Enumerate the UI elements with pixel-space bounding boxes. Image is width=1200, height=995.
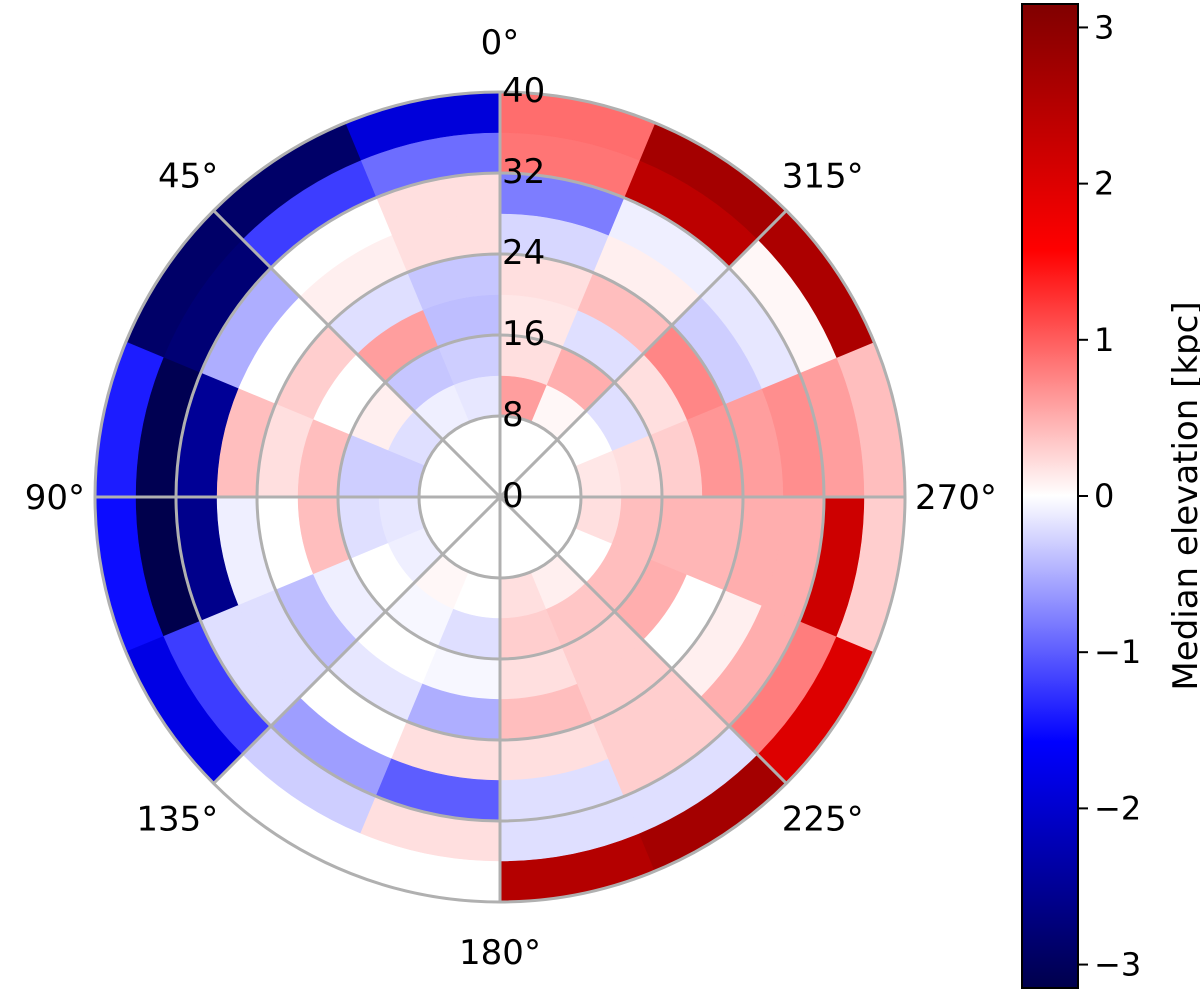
angle-tick-label: 90° (25, 478, 85, 518)
radial-tick-label: 16 (502, 314, 545, 354)
angle-grid-line (498, 209, 788, 499)
radial-tick-label: 24 (502, 233, 545, 273)
angle-tick-label: 135° (136, 800, 218, 840)
radial-tick-label: 32 (502, 152, 545, 192)
radial-tick-label: 40 (502, 71, 545, 111)
colorbar-tick-label: −2 (1094, 789, 1141, 827)
heatmap-cells (94, 91, 906, 903)
polar-grid (93, 90, 907, 904)
angle-tick-label: 315° (782, 156, 864, 196)
colorbar-tick-label: 0 (1094, 477, 1114, 515)
angle-tick-label: 225° (782, 800, 864, 840)
colorbar-ticks: 3 2 1 0 −1 −2 −3 (1078, 8, 1141, 984)
angle-grid-line (212, 495, 502, 785)
angle-tick-label: 45° (158, 156, 218, 196)
radial-tick-labels: 0 8 16 24 32 40 (502, 71, 545, 516)
colorbar-tick-label: 3 (1094, 8, 1114, 46)
radial-tick-label: 8 (502, 395, 524, 435)
colorbar-gradient (1021, 3, 1079, 989)
colorbar-tick-label: 1 (1094, 321, 1114, 359)
colorbar-tick-label: −3 (1094, 946, 1141, 984)
radial-tick-label: 0 (502, 476, 524, 516)
colorbar-tick-label: −1 (1094, 633, 1141, 671)
colorbar-label: Median elevation [kpc] (1166, 301, 1200, 690)
colorbar: 3 2 1 0 −1 −2 −3 Median elevation [kpc] (1021, 3, 1200, 989)
angle-grid-line (498, 495, 788, 785)
angle-tick-label: 180° (459, 933, 541, 973)
angle-tick-labels: 0° 45° 90° 135° 180° 225° 270° 315° (25, 23, 997, 973)
angle-grid-line (212, 209, 502, 499)
angle-tick-label: 0° (481, 23, 520, 63)
colorbar-tick-label: 2 (1094, 165, 1114, 203)
angle-tick-label: 270° (915, 478, 997, 518)
